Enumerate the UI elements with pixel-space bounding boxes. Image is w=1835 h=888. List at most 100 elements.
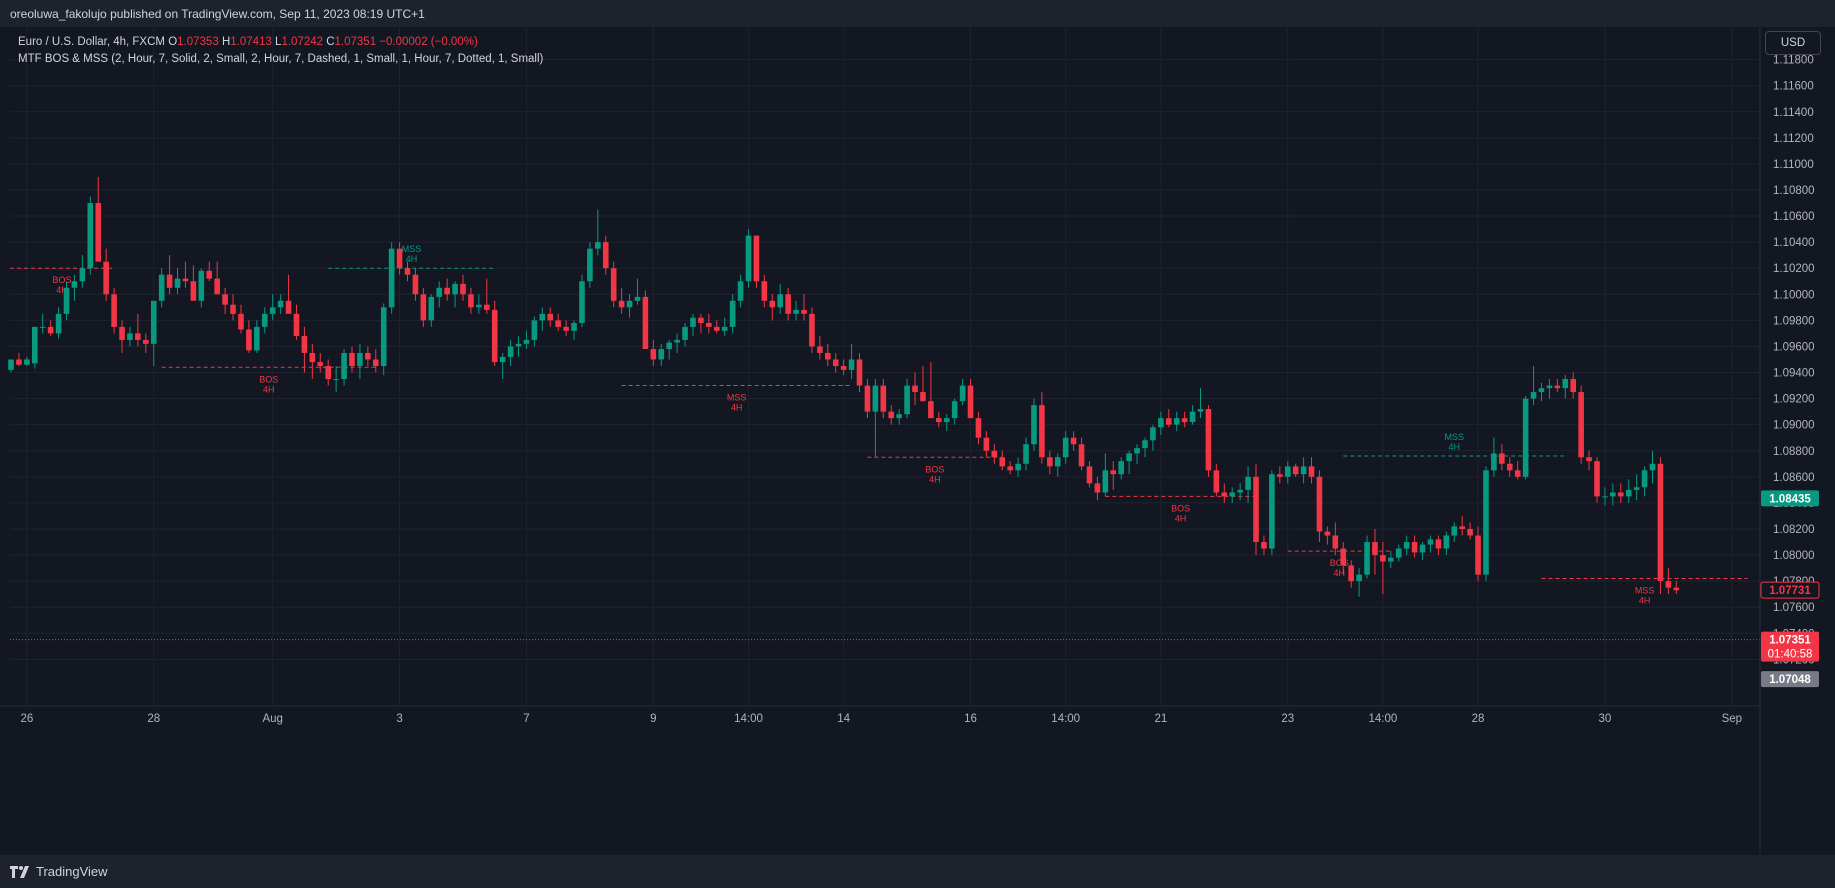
candle-body [761,281,768,301]
candle-body [135,333,141,340]
candle-body [674,339,680,343]
price-tick-label: 1.10600 [1773,211,1815,223]
candle-body [912,385,918,393]
price-labels: 1.08435 1.07731 1.07351 01:40:58 1.07048 [1760,490,1820,688]
candle-body [1427,539,1434,545]
candle-body [1356,574,1362,582]
price-axis-bg [1760,27,1835,855]
candle-body [1491,453,1497,471]
candle-body [293,313,300,337]
candle-body [1372,542,1378,556]
price-axis[interactable]: 1.11800 1.11600 1.11400 1.11200 1.11000 1.108… [1759,27,1835,855]
structure-timeframe: 4H [1639,596,1651,606]
symbol-name[interactable]: Euro / U.S. Dollar, 4h, FXCM [18,36,165,48]
candle-body [650,349,657,360]
candle-body [1380,555,1386,562]
candle-body [832,359,839,366]
candle-body [1411,542,1418,553]
structure-timeframe: 4H [406,254,418,264]
candle-body [1649,463,1656,471]
candle-body [103,261,109,295]
price-tick-label: 1.11200 [1773,133,1814,145]
candle-body [1197,409,1204,412]
price-tick-label: 1.08600 [1773,472,1815,484]
price-tick-label: 1.11000 [1773,159,1814,171]
time-tick-label: 28 [1472,713,1485,725]
time-tick-label: 26 [20,713,33,725]
candle-body [626,300,633,308]
candle-body [1419,544,1426,553]
open-label: O [168,36,178,48]
candle-body [682,326,688,340]
structure-levels: BOS4HMSS4HBOS4HMSS4HBOS4HBOS4HBOS4HMSS4H… [10,244,1760,641]
chart-legend: Euro / U.S. Dollar, 4h, FXCM O1.07353 H1… [18,34,543,68]
time-tick-label: 16 [964,713,977,725]
candle-body [1189,411,1196,423]
candle-body [484,304,490,310]
candle-body [920,392,926,402]
candle-body [420,294,427,321]
time-tick-label: Aug [262,713,282,725]
candle-body [936,418,942,423]
candle-body [999,457,1006,467]
candle-body [1403,542,1410,549]
structure-timeframe: 4H [263,384,275,394]
price-tick-label: 1.10400 [1773,237,1815,249]
candle-body [507,346,514,357]
candle-body [840,366,847,370]
time-tick-label: 9 [650,713,656,725]
time-tick-label: Sep [1722,713,1742,725]
candle-body [1142,440,1148,449]
candle-body [737,281,744,301]
candle-body [547,313,554,321]
candle-body [896,414,902,419]
candle-body [1578,392,1584,458]
candle-body [1483,470,1489,575]
candle-body [1054,457,1061,467]
candle-body [888,411,895,419]
candle-body [1134,448,1140,454]
candle-body [1332,535,1339,549]
grid [10,27,1760,705]
candle-body [1602,496,1608,498]
candle-body [531,320,538,340]
time-tick-label: 23 [1281,713,1294,725]
structure-label: BOS [53,275,72,285]
candle-body [1522,398,1529,477]
candle-body [127,333,133,340]
candle-body [1562,379,1569,389]
candle-body [190,281,197,301]
indicator-line[interactable]: MTF BOS & MSS (2, Hour, 7, Solid, 2, Sma… [18,53,544,65]
candle-body [1610,492,1616,497]
candle-body [1015,463,1021,471]
candle-body [587,248,593,282]
tradingview-logo[interactable]: TradingView [10,864,108,879]
candlestick-chart[interactable]: BOS4HMSS4HBOS4HMSS4HBOS4HBOS4HBOS4HMSS4H… [0,27,1835,855]
price-tick-label: 1.07600 [1773,602,1815,614]
candle-body [150,300,157,344]
candle-body [880,385,887,412]
candle-body [1086,466,1093,484]
structure-timeframe: 4H [929,474,941,484]
time-axis[interactable]: 26 28 Aug 3 7 9 14:00 14 16 14:00 21 23 14:00 28 30 Sep [0,705,1760,725]
candle-body [428,296,435,321]
candle-body [119,326,125,340]
structure-label: MSS [402,244,422,254]
candle-body [39,326,46,328]
candle-body [468,294,474,308]
candle-body [1158,418,1164,428]
price-label-box [1761,490,1819,507]
candle-body [539,313,546,321]
candle-body [476,304,482,308]
candle-body [555,320,561,327]
candle-body [713,326,720,331]
currency-button[interactable]: USD [1765,31,1821,55]
candle-body [1673,587,1680,591]
candle-body [658,349,665,360]
price-tick-label: 1.11400 [1773,107,1814,119]
candle-body [690,317,696,327]
candle-body [634,296,641,301]
candle-body [238,313,244,330]
change-value: −0.00002 (−0.00%) [379,36,478,48]
candle-body [87,203,94,269]
